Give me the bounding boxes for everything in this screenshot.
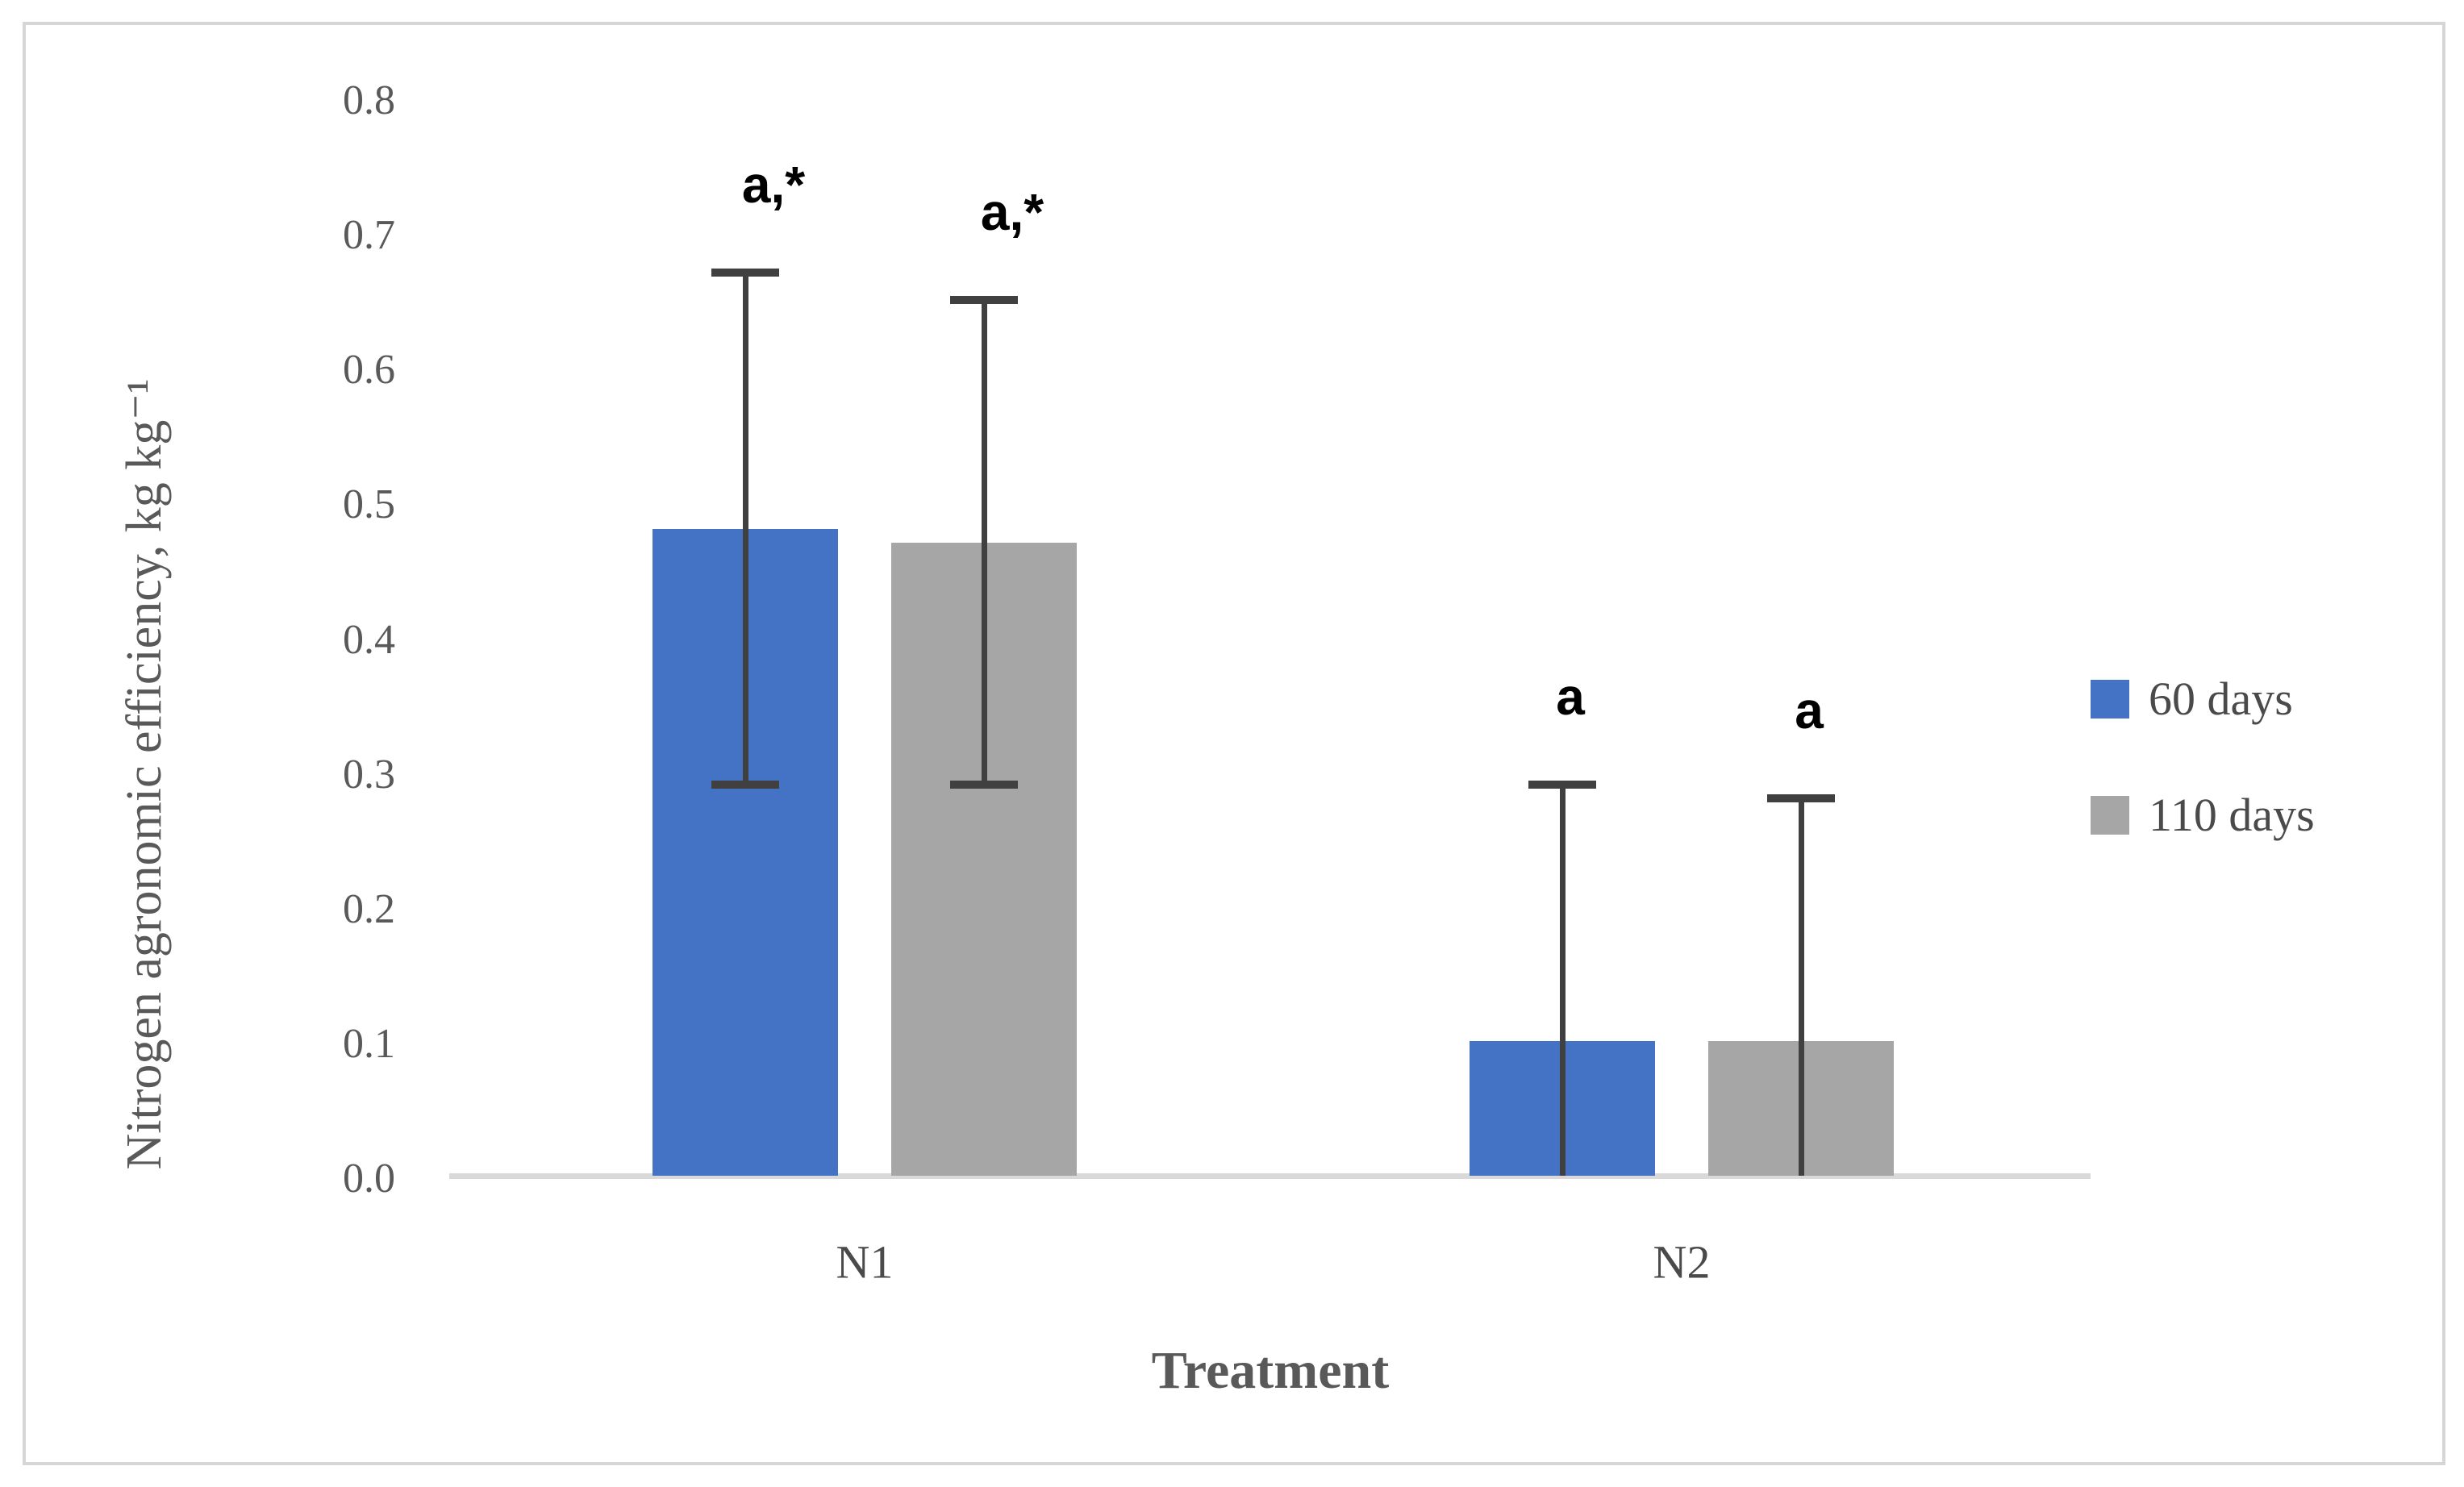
y-tick-label: 0.3 xyxy=(343,751,395,798)
error-bar-bottom-cap xyxy=(711,781,779,789)
x-axis-title: Treatment xyxy=(1151,1341,1390,1400)
error-bar-bottom-cap xyxy=(950,781,1018,789)
y-tick-label: 0.7 xyxy=(343,212,395,259)
y-tick-label: 0.2 xyxy=(343,885,395,932)
error-bar-top-cap xyxy=(1767,794,1835,803)
x-axis-line xyxy=(449,1173,2091,1179)
significance-label: a,* xyxy=(980,182,1044,241)
y-tick-label: 0.0 xyxy=(343,1156,395,1202)
legend-swatch xyxy=(2091,679,2129,719)
y-tick-label: 0.1 xyxy=(343,1020,395,1067)
chart-frame xyxy=(23,22,2445,1465)
error-bar xyxy=(742,273,748,785)
significance-label: a xyxy=(1795,681,1824,740)
legend-item-60-days: 60 days xyxy=(2091,672,2293,726)
x-category-label-N2: N2 xyxy=(1653,1235,1711,1289)
y-axis-title: Nitrogen agronomic efficiency, kg kg⁻¹ xyxy=(117,378,172,1170)
x-category-label-N1: N1 xyxy=(836,1235,894,1289)
error-bar xyxy=(1798,798,1804,1176)
legend-item-110-days: 110 days xyxy=(2091,788,2315,842)
error-bar-top-cap xyxy=(1528,781,1596,789)
y-tick-label: 0.4 xyxy=(343,616,395,663)
significance-label: a xyxy=(1556,668,1585,727)
y-tick-label: 0.6 xyxy=(343,347,395,394)
error-bar-top-cap xyxy=(711,269,779,277)
legend-label: 110 days xyxy=(2149,789,2315,841)
legend-swatch xyxy=(2091,795,2129,835)
error-bar xyxy=(981,299,987,785)
significance-label: a,* xyxy=(741,156,806,215)
error-bar xyxy=(1559,785,1566,1176)
y-tick-label: 0.5 xyxy=(343,481,395,528)
legend-label: 60 days xyxy=(2149,673,2293,725)
y-tick-label: 0.8 xyxy=(343,77,395,123)
error-bar-top-cap xyxy=(950,295,1018,304)
